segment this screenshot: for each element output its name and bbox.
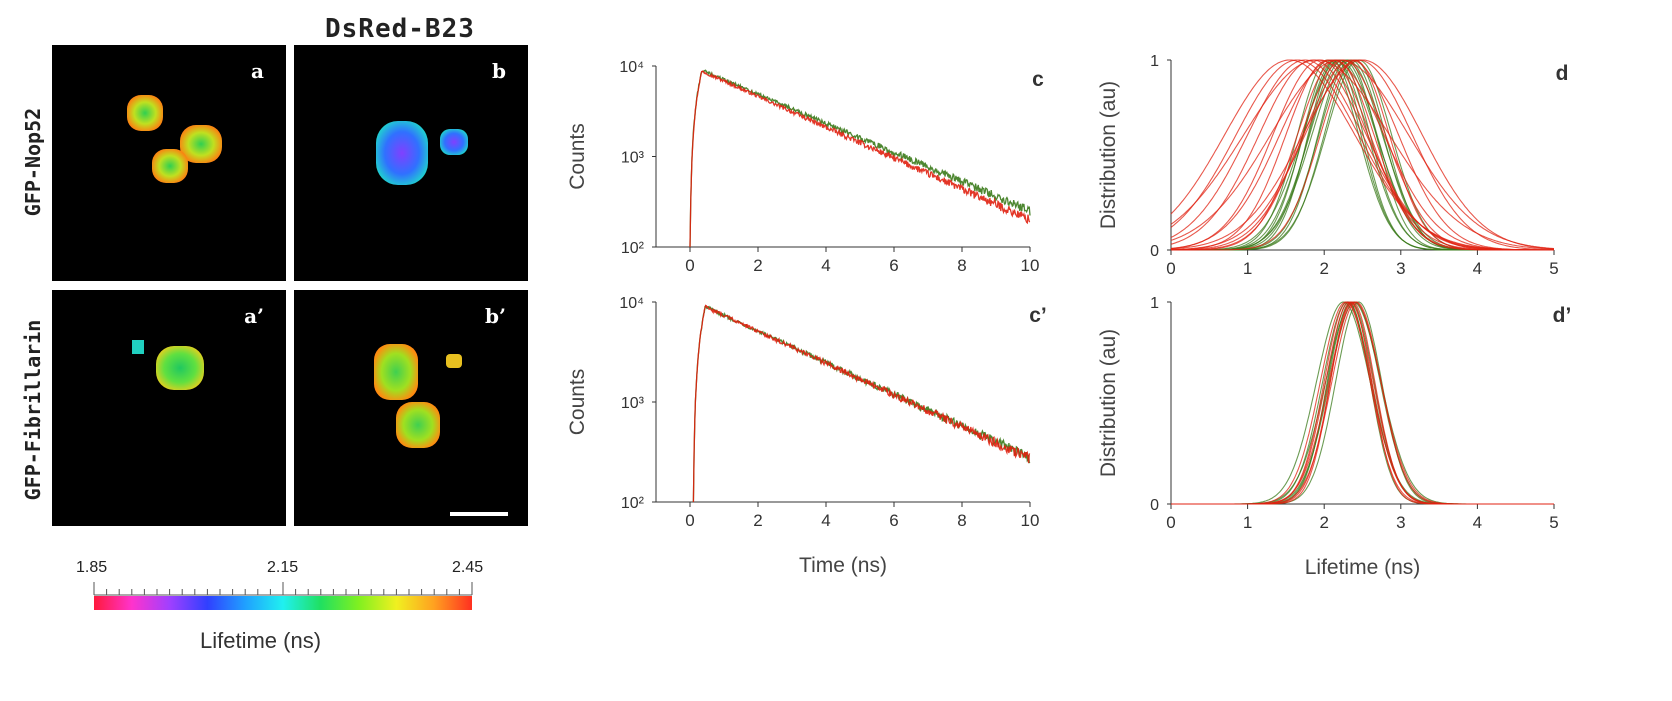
row-label-nop52: GFP-Nop52 xyxy=(21,107,45,217)
nucleoli-image-b-prime xyxy=(374,344,508,516)
x-tick-label: 4 xyxy=(821,256,830,275)
x-tick-label: 10 xyxy=(1021,511,1040,530)
chart-c-prime: 0 2 4 6 8 10 10² 10³ 10⁴ Counts Time (ns) c’ xyxy=(566,295,1047,577)
decay-series-line xyxy=(689,70,1031,248)
panel-label: c’ xyxy=(1029,304,1047,327)
x-axis-label: Time (ns) xyxy=(799,554,887,577)
chart-d: 0 1 2 3 4 5 0 1 Distribution (au) d xyxy=(1097,53,1569,278)
y-tick-label: 0 xyxy=(1150,497,1159,514)
y-tick-label: 1 xyxy=(1150,295,1159,312)
row-label-fibrillarin: GFP-Fibrillarin xyxy=(21,319,45,501)
x-tick-label: 1 xyxy=(1243,513,1252,532)
decay-series-line xyxy=(689,69,1031,248)
nucleoli-image-a xyxy=(127,95,222,183)
x-tick-label: 4 xyxy=(1473,513,1482,532)
colorbar-max-label: 2.45 xyxy=(452,559,484,576)
image-panel-a-prime: a’ xyxy=(52,290,286,526)
panel-label: d xyxy=(1556,62,1569,85)
x-tick-label: 5 xyxy=(1549,259,1558,278)
distribution-curve xyxy=(1171,301,1554,505)
x-tick-label: 6 xyxy=(889,256,898,275)
x-tick-label: 10 xyxy=(1021,256,1040,275)
panel-label-a-prime: a’ xyxy=(244,304,264,328)
x-tick-label: 4 xyxy=(821,511,830,530)
panel-label: d’ xyxy=(1553,304,1572,327)
x-tick-label: 1 xyxy=(1243,259,1252,278)
y-tick-label: 10² xyxy=(621,240,645,257)
x-tick-label: 5 xyxy=(1549,513,1558,532)
y-axis-label: Counts xyxy=(566,123,589,190)
y-tick-label: 10⁴ xyxy=(619,295,644,312)
distribution-curve xyxy=(1170,59,1555,250)
colorbar xyxy=(94,596,472,610)
y-tick-label: 1 xyxy=(1150,53,1159,70)
y-tick-label: 10⁴ xyxy=(619,59,644,76)
panel-label-b: b xyxy=(492,59,506,83)
x-tick-label: 2 xyxy=(1319,513,1328,532)
panel-label-a: a xyxy=(251,59,264,83)
decay-series-line xyxy=(692,304,1031,503)
x-tick-label: 0 xyxy=(685,511,694,530)
chart-c: 0 2 4 6 8 10 10² 10³ 10⁴ Counts c xyxy=(566,59,1044,275)
panel-label: c xyxy=(1032,68,1044,91)
x-tick-label: 0 xyxy=(1166,259,1175,278)
x-tick-label: 8 xyxy=(957,511,966,530)
decay-series-line xyxy=(692,305,1031,503)
y-tick-label: 0 xyxy=(1150,243,1159,260)
y-axis-label: Counts xyxy=(566,369,589,436)
scale-bar xyxy=(450,512,508,516)
colorbar-min-label: 1.85 xyxy=(76,559,108,576)
x-tick-label: 6 xyxy=(889,511,898,530)
panel-label-b-prime: b’ xyxy=(485,304,506,328)
distribution-curve xyxy=(1170,59,1555,250)
x-tick-label: 3 xyxy=(1396,513,1405,532)
column-header: DsRed-B23 xyxy=(325,14,475,44)
x-tick-label: 2 xyxy=(1319,259,1328,278)
distribution-curve xyxy=(1171,59,1554,251)
colorbar-title: Lifetime (ns) xyxy=(200,628,322,653)
x-tick-label: 3 xyxy=(1396,259,1405,278)
distribution-curve xyxy=(1170,59,1555,250)
y-axis-label: Distribution (au) xyxy=(1097,329,1120,477)
y-tick-label: 10³ xyxy=(621,395,645,412)
image-panel-a: a xyxy=(52,45,286,281)
image-panel-b: b xyxy=(294,45,528,281)
image-panel-b-prime: b’ xyxy=(294,290,528,526)
distribution-curve xyxy=(1171,301,1554,505)
chart-d-prime: 0 1 2 3 4 5 0 1 Distribution (au) Lifetime (ns) d’ xyxy=(1097,295,1572,579)
colorbar-mid-label: 2.15 xyxy=(267,559,299,576)
x-tick-label: 2 xyxy=(753,511,762,530)
nucleoli-image-a-prime xyxy=(132,340,204,390)
y-axis-label: Distribution (au) xyxy=(1097,81,1120,229)
x-tick-label: 8 xyxy=(957,256,966,275)
x-tick-label: 0 xyxy=(1166,513,1175,532)
x-tick-label: 0 xyxy=(685,256,694,275)
nucleoli-image-b xyxy=(376,121,468,185)
x-axis-label: Lifetime (ns) xyxy=(1305,556,1421,579)
colorbar-ticks xyxy=(93,582,473,596)
y-tick-label: 10² xyxy=(621,495,645,512)
x-tick-label: 2 xyxy=(753,256,762,275)
x-tick-label: 4 xyxy=(1473,259,1482,278)
y-tick-label: 10³ xyxy=(621,150,645,167)
distribution-curve xyxy=(1170,59,1554,251)
